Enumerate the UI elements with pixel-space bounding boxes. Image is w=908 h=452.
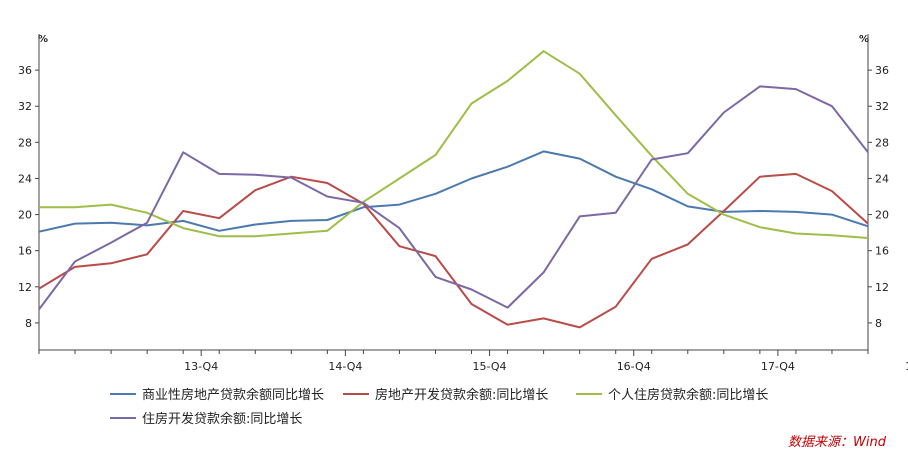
- legend-label: 房地产开发贷款余额:同比增长: [375, 388, 549, 403]
- y-tick-label-left: 36: [18, 64, 32, 77]
- y-tick-label-left: 20: [18, 209, 32, 222]
- chart-axes: % % 8 8 12 12 16 16 20 20 24 24 28 28 32 32 36 36 13-Q4 14-…: [18, 34, 908, 373]
- legend-swatch: [343, 392, 369, 395]
- legend-swatch: [110, 392, 136, 395]
- line-chart: % % 8 8 12 12 16 16 20 20 24 24 28 28 32 32 36 36 13-Q4 14-…: [18, 34, 908, 373]
- y-tick-label-left: 32: [18, 100, 32, 113]
- y-tick-label-right: 32: [875, 100, 889, 113]
- legend-item-3: 个人住房贷款余额:同比增长: [576, 384, 768, 403]
- x-tick-label: 13-Q4: [184, 360, 218, 373]
- x-tick-label: 16-Q4: [617, 360, 651, 373]
- legend-item-1: 商业性房地产贷款余额同比增长: [110, 384, 324, 403]
- y-tick-label-left: 28: [18, 136, 32, 149]
- series-line-4: [38, 85, 869, 311]
- y-tick-label-right: 28: [875, 136, 889, 149]
- y-unit-right: %: [859, 34, 869, 45]
- x-tick-label: 14-Q4: [328, 360, 362, 373]
- y-tick-label-left: 12: [18, 281, 32, 294]
- y-tick-label-left: 16: [18, 245, 32, 258]
- y-tick-label-right: 16: [875, 245, 889, 258]
- y-tick-label-right: 20: [875, 209, 889, 222]
- series-line-2: [38, 172, 869, 329]
- series-line-1: [38, 150, 869, 233]
- legend-label: 住房开发贷款余额:同比增长: [142, 412, 303, 427]
- y-tick-label-left: 24: [18, 172, 32, 185]
- legend-swatch: [576, 392, 602, 395]
- y-tick-label-right: 24: [875, 172, 889, 185]
- x-tick-label: 15-Q4: [473, 360, 507, 373]
- y-unit-left: %: [38, 34, 48, 45]
- legend-item-2: 房地产开发贷款余额:同比增长: [343, 384, 548, 403]
- legend-swatch: [110, 416, 136, 419]
- y-tick-label-right: 36: [875, 64, 889, 77]
- series-line-3: [39, 50, 869, 239]
- source-label: 数据来源：Wind: [788, 435, 886, 450]
- y-tick-label-right: 12: [875, 281, 889, 294]
- legend-label: 个人住房贷款余额:同比增长: [608, 388, 769, 403]
- y-tick-label-right: 8: [875, 317, 882, 330]
- legend-item-4: 住房开发贷款余额:同比增长: [110, 408, 302, 427]
- chart-plot-area: [38, 50, 869, 329]
- x-tick-label: 17-Q4: [761, 360, 795, 373]
- x-tick-label: 18-Q4: [905, 360, 908, 373]
- y-tick-label-left: 8: [25, 317, 32, 330]
- legend-label: 商业性房地产贷款余额同比增长: [142, 388, 325, 403]
